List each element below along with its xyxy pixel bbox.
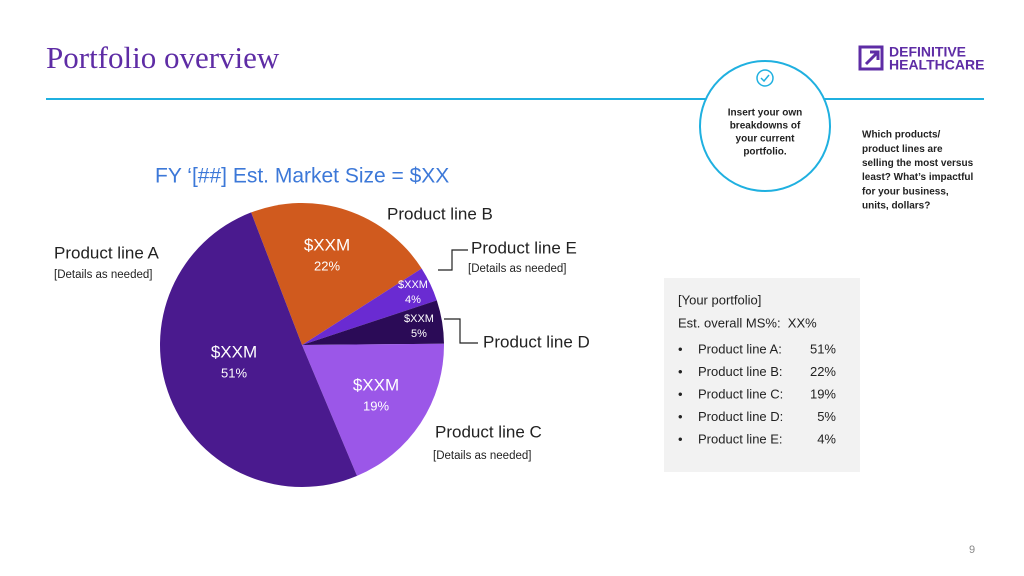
item-value: 5% <box>817 409 836 424</box>
bullet: • <box>678 386 683 401</box>
logo-arrow <box>864 50 880 66</box>
pie-slice <box>302 343 444 476</box>
side-line: selling the most versus <box>862 158 974 169</box>
item-value: 22% <box>810 364 836 379</box>
slice-percent: 5% <box>411 328 427 340</box>
item-label: Product line B: <box>698 364 783 379</box>
logo: DEFINITIVE HEALTHCARE <box>858 44 984 73</box>
side-line: Which products/ <box>862 130 941 141</box>
logo-text: HEALTHCARE <box>889 57 984 73</box>
callout-circle <box>699 60 831 192</box>
bullet: • <box>678 431 683 446</box>
annotation: [Details as needed] <box>433 450 531 462</box>
portfolio-box <box>664 278 860 472</box>
callout-line: Insert your own <box>728 108 802 119</box>
bullet: • <box>678 409 683 424</box>
leader-line <box>438 249 468 271</box>
slice-amount: $XXM <box>398 279 428 291</box>
pie: $XXM 51% Product line A $XXM 22% Product line… <box>54 203 590 487</box>
check-mark <box>760 74 770 83</box>
side-line: least? What’s impactful <box>862 172 974 183</box>
item-label: Product line C: <box>698 386 783 401</box>
portfolio-overall: Est. overall MS%: XX% <box>678 315 817 330</box>
side-line: units, dollars? <box>862 201 930 212</box>
pie-slice <box>302 268 437 345</box>
slice-percent: 51% <box>221 365 247 380</box>
callout-line: breakdowns of <box>730 121 801 132</box>
check-icon <box>756 69 774 87</box>
slice-percent: 4% <box>405 294 421 306</box>
slice-amount: $XXM <box>211 342 257 361</box>
item-value: 4% <box>817 431 836 446</box>
bullet: • <box>678 364 683 379</box>
side-text: Which products/product lines are selling … <box>862 130 974 212</box>
slide-title: Portfolio overview <box>46 40 280 75</box>
slice-amount: $XXM <box>353 375 399 394</box>
item-label: Product line A: <box>698 341 782 356</box>
item-value: 19% <box>810 386 836 401</box>
item-label: Product line D: <box>698 409 783 424</box>
callout-line: your current <box>736 134 796 145</box>
pie-slice <box>160 212 357 487</box>
portfolio-list: • Product line A: 51% • Product line B: 22% • P… <box>678 341 836 446</box>
category-label: Product line A <box>54 243 160 262</box>
pie-slice <box>302 300 444 345</box>
category-label: Product line B <box>387 204 493 223</box>
callout-text: Insert your own breakdowns of your current… <box>728 108 802 158</box>
category-label: Product line D <box>483 332 590 351</box>
slice-amount: $XXM <box>304 235 350 254</box>
slice-percent: 22% <box>314 258 340 273</box>
slice-amount: $XXM <box>404 313 434 325</box>
side-line: for your business, <box>862 186 949 197</box>
leader-line <box>444 318 478 344</box>
item-label: Product line E: <box>698 431 783 446</box>
logo-icon <box>858 45 884 71</box>
logo-text: DEFINITIVE <box>889 44 966 60</box>
page-number: 9 <box>969 544 975 556</box>
bullet: • <box>678 341 683 356</box>
pie-slice <box>251 203 422 345</box>
slice-percent: 19% <box>363 398 389 413</box>
callout-line: portfolio. <box>743 147 787 158</box>
annotation: [Details as needed] <box>468 263 566 275</box>
category-label: Product line E <box>471 238 577 257</box>
side-line: product lines are <box>862 144 943 155</box>
category-label: Product line C <box>435 422 542 441</box>
portfolio-heading: [Your portfolio] <box>678 292 761 307</box>
item-value: 51% <box>810 341 836 356</box>
chart-title: FY ‘[##] Est. Market Size = $XX <box>155 165 449 188</box>
annotation: [Details as needed] <box>54 269 152 281</box>
